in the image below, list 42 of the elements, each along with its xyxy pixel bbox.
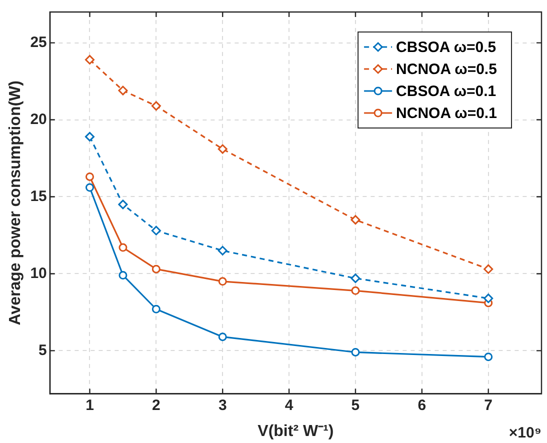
point: [484, 264, 494, 274]
x-tick-label: 2: [152, 396, 160, 414]
y-tick-label: 20: [30, 110, 47, 128]
x-tick-label: 6: [418, 396, 426, 414]
legend-label: CBSOA ω=0.1: [396, 83, 496, 100]
x-tick-label: 5: [351, 396, 360, 414]
x-tick-label: 1: [86, 396, 94, 414]
x-tick-label: 7: [484, 396, 493, 414]
point: [151, 226, 161, 236]
point: [85, 172, 94, 181]
x-tick-label: 4: [284, 396, 294, 414]
point: [218, 144, 228, 154]
point: [351, 286, 360, 295]
point: [118, 200, 128, 210]
point: [350, 215, 360, 225]
x-tick-label: 3: [218, 396, 227, 414]
legend-label: NCNOA ω=0.5: [396, 61, 497, 78]
point: [218, 332, 227, 342]
y-tick-label: 25: [30, 34, 47, 51]
point: [484, 352, 493, 362]
point: [484, 294, 494, 304]
y-axis-title: Average power consumption(W): [7, 80, 24, 326]
y-tick-label: 15: [30, 188, 47, 205]
point: [350, 274, 360, 284]
point: [152, 264, 160, 274]
point: [218, 246, 228, 256]
point: [151, 101, 161, 111]
point: [118, 271, 128, 280]
y-tick-label: 10: [30, 264, 47, 282]
point: [351, 348, 360, 356]
point: [84, 132, 94, 142]
legend-label: CBSOA ω=0.5: [396, 39, 496, 56]
point: [85, 183, 94, 192]
legend-label: NCNOA ω=0.1: [396, 105, 497, 122]
x-axis-title: V(bit² W⁻¹): [258, 422, 334, 440]
point: [152, 304, 160, 314]
point: [84, 54, 94, 64]
point: [218, 277, 227, 286]
y-tick-label: 5: [38, 342, 47, 359]
text: ×10⁹: [508, 424, 542, 442]
point: [118, 86, 128, 96]
point: [118, 243, 128, 252]
